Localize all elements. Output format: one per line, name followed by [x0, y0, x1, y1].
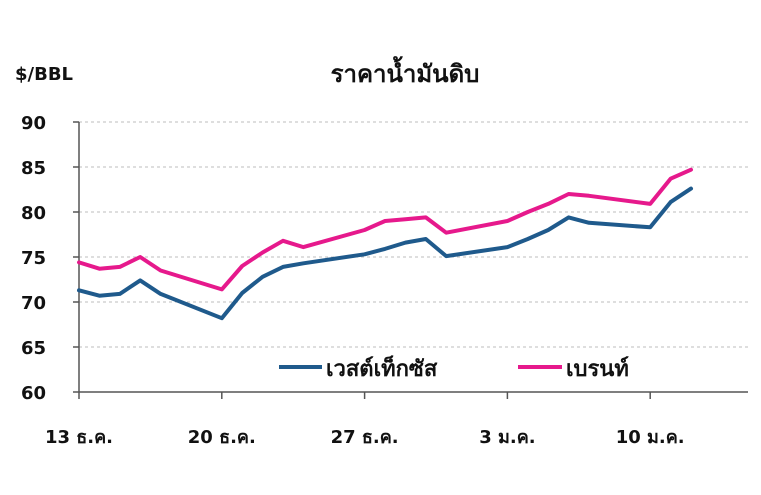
- chart-title: ราคาน้ำมันดิบ: [331, 55, 480, 88]
- x-tick-label: 27 ธ.ค.: [331, 427, 399, 448]
- y-tick-label: 70: [21, 293, 46, 314]
- y-tick-label: 90: [21, 113, 46, 134]
- y-axis: 60 65 70 75 80 85 90: [21, 113, 80, 404]
- y-tick-label: 60: [21, 383, 46, 404]
- legend-label-0: เวสต์เท็กซัส: [326, 354, 438, 382]
- gridlines: [79, 121, 748, 348]
- x-tick-label: 20 ธ.ค.: [188, 427, 256, 448]
- y-axis-unit-label: $/BBL: [15, 64, 73, 85]
- y-tick-label: 80: [21, 203, 46, 224]
- y-tick-label: 65: [21, 338, 46, 359]
- x-axis: 13 ธ.ค. 20 ธ.ค. 27 ธ.ค. 3 ม.ค. 10 ม.ค.: [45, 391, 748, 448]
- y-tick-label: 75: [21, 248, 46, 269]
- series-line-1: [77, 167, 693, 292]
- x-tick-label: 13 ธ.ค.: [45, 427, 113, 448]
- x-tick-label: 3 ม.ค.: [479, 427, 535, 448]
- series-lines: [77, 167, 693, 321]
- y-tick-label: 85: [21, 158, 46, 179]
- legend: เวสต์เท็กซัส เบรนท์: [279, 354, 629, 382]
- x-tick-label: 10 ม.ค.: [616, 427, 685, 448]
- legend-label-1: เบรนท์: [566, 356, 629, 382]
- series-line-0: [77, 186, 693, 321]
